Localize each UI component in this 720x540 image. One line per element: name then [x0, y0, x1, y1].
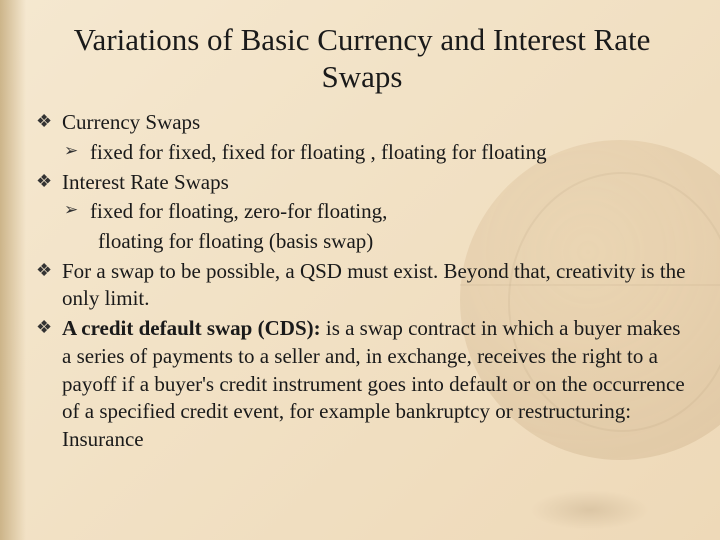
- bullet-text: fixed for fixed, fixed for floating , fl…: [90, 140, 547, 164]
- bullet-text: For a swap to be possible, a QSD must ex…: [62, 259, 686, 311]
- bullet-text: floating for floating (basis swap): [98, 229, 373, 253]
- bullet-qsd: For a swap to be possible, a QSD must ex…: [34, 258, 690, 313]
- bullet-cds: A credit default swap (CDS): is a swap c…: [34, 315, 690, 454]
- bullet-currency-swaps: Currency Swaps: [34, 109, 690, 137]
- bullet-text: Currency Swaps: [62, 110, 200, 134]
- bullet-irs-sub-1: fixed for floating, zero-for floating,: [34, 198, 690, 226]
- bullet-interest-rate-swaps: Interest Rate Swaps: [34, 169, 690, 197]
- slide-title: Variations of Basic Currency and Interes…: [34, 22, 690, 95]
- bullet-irs-sub-2: floating for floating (basis swap): [34, 228, 690, 256]
- bullet-bold-prefix: A credit default swap (CDS):: [62, 316, 321, 340]
- bullet-text: fixed for floating, zero-for floating,: [90, 199, 387, 223]
- slide: Variations of Basic Currency and Interes…: [0, 0, 720, 540]
- bullet-currency-swaps-sub: fixed for fixed, fixed for floating , fl…: [34, 139, 690, 167]
- bullet-text: Interest Rate Swaps: [62, 170, 229, 194]
- slide-body: Currency Swaps fixed for fixed, fixed fo…: [34, 109, 690, 454]
